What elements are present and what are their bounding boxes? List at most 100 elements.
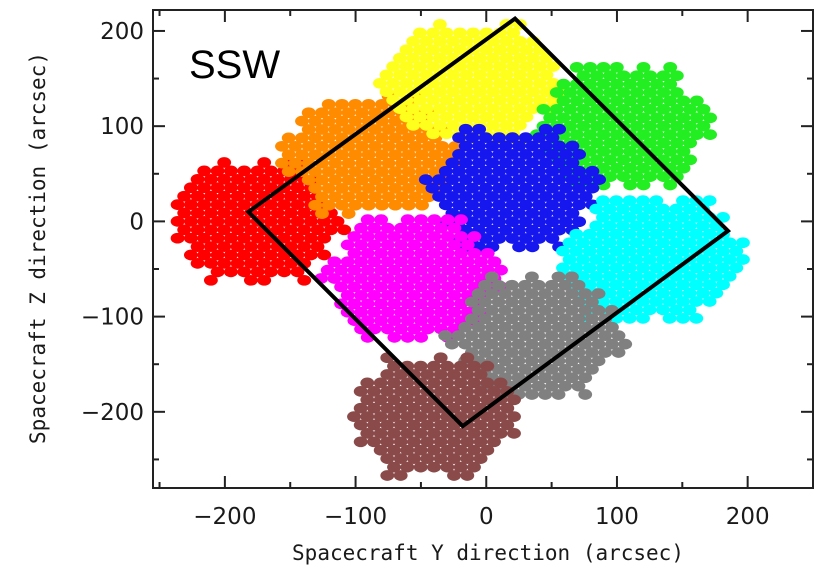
pixel-dot: [440, 281, 455, 293]
pixel-dot: [722, 270, 737, 282]
pixel-dot: [709, 287, 724, 299]
pixel-dot: [393, 419, 408, 431]
pixel-dot: [480, 377, 495, 389]
pixel-dot: [505, 165, 520, 177]
pixel-dot: [532, 165, 547, 177]
pixel-dot: [629, 171, 644, 182]
pixel-dot: [426, 111, 441, 123]
pixel-dot: [440, 461, 455, 473]
pixel-dot: [589, 254, 604, 265]
pixel-dot: [716, 262, 730, 274]
pixel-dot: [466, 94, 481, 106]
pixel-dot: [649, 228, 664, 240]
pixel-dot: [367, 239, 382, 251]
pixel-dot: [419, 120, 434, 131]
pixel-dot: [558, 380, 573, 392]
pixel-dot: [297, 207, 312, 219]
pixel-dot: [203, 190, 218, 202]
pixel-dot: [487, 256, 502, 268]
pixel-dot: [478, 165, 493, 177]
pixel-dot: [506, 111, 521, 123]
pixel-dot: [447, 256, 462, 268]
pixel-dot: [387, 428, 401, 439]
pixel-dot: [380, 306, 395, 318]
pixel-dot: [460, 273, 475, 284]
x-axis-label: Spacecraft Y direction (arcsec): [292, 541, 684, 565]
pixel-dot: [531, 296, 546, 308]
pixel-dot: [492, 94, 507, 106]
pixel-dot: [682, 237, 697, 249]
pixel-dot: [308, 149, 323, 161]
pixel-dot: [558, 199, 573, 211]
pixel-dot: [473, 369, 488, 380]
pixel-dot: [395, 140, 409, 152]
pixel-dot: [337, 224, 352, 236]
pixel-dot: [427, 428, 441, 439]
pixel-dot: [439, 94, 454, 106]
pixel-dot: [440, 298, 455, 310]
pixel-dot: [556, 95, 571, 107]
pixel-dot: [572, 149, 587, 160]
pixel-dot: [439, 77, 454, 89]
pixel-dot: [622, 195, 637, 206]
pixel-dot: [499, 69, 514, 81]
pixel-dot: [340, 239, 355, 251]
pixel-dot: [485, 174, 500, 185]
pixel-dot: [432, 52, 447, 64]
pixel-dot: [432, 174, 447, 185]
pixel-dot: [400, 231, 415, 242]
pixel-dot: [435, 157, 449, 169]
pixel-dot: [432, 103, 447, 114]
pixel-dot: [243, 173, 258, 185]
pixel-dot: [412, 44, 427, 56]
pixel-dot: [538, 372, 553, 384]
pixel-dot: [335, 199, 349, 211]
pixel-dot: [458, 338, 473, 350]
pixel-dot: [538, 174, 553, 185]
pixel-dot: [237, 199, 252, 210]
pixel-dot: [500, 419, 515, 431]
pixel-dot: [277, 199, 292, 210]
pixel-dot: [498, 140, 513, 152]
pixel-dot: [683, 137, 698, 149]
pixel-dot: [518, 149, 533, 160]
pixel-dot: [393, 386, 408, 397]
pixel-dot: [452, 94, 467, 106]
pixel-dot: [544, 296, 559, 308]
pixel-dot: [472, 140, 487, 152]
pixel-dot: [682, 220, 697, 232]
pixel-dot: [564, 271, 579, 283]
pixel-dot: [203, 274, 218, 286]
pixel-dot: [432, 19, 447, 30]
pixel-dot: [440, 394, 455, 406]
pixel-dot: [453, 444, 468, 456]
pixel-dot: [407, 323, 422, 335]
pixel-dot: [543, 112, 558, 124]
pixel-dot: [545, 216, 560, 228]
pixel-dot: [492, 165, 507, 177]
pixel-dot: [636, 129, 651, 140]
pixel-dot: [507, 428, 521, 439]
pixel-dot: [511, 338, 526, 350]
pixel-dot: [716, 245, 730, 257]
pixel-dot: [419, 103, 434, 114]
pixel-dot: [551, 288, 566, 299]
pixel-dot: [210, 249, 225, 261]
pixel-dot: [663, 112, 678, 124]
pixel-dot: [656, 103, 671, 115]
pixel-dot: [393, 436, 408, 448]
pixel-dot: [492, 199, 507, 211]
pixel-dot: [552, 174, 567, 185]
pixel-dot: [518, 182, 533, 194]
pixel-dot: [380, 369, 395, 380]
pixel-dot: [532, 199, 547, 211]
pixel-dot: [629, 120, 644, 132]
pixel-dot: [407, 273, 422, 284]
pixel-dot: [426, 94, 441, 106]
pixel-dot: [563, 120, 578, 132]
pixel-dot: [636, 279, 650, 291]
pixel-dot: [375, 166, 389, 177]
pixel-dot: [374, 264, 389, 276]
pixel-dot: [420, 323, 435, 335]
pixel-dot: [388, 132, 403, 144]
